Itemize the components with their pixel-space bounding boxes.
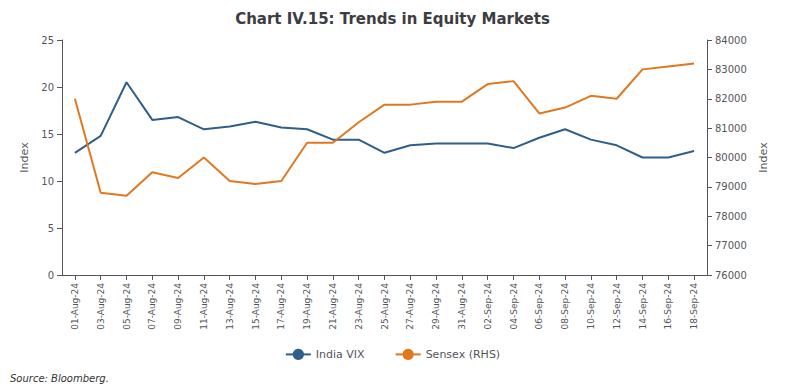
svg-text:03-Aug-24: 03-Aug-24 (96, 283, 106, 330)
svg-text:84000: 84000 (715, 35, 747, 46)
svg-text:25: 25 (41, 35, 54, 46)
svg-text:76000: 76000 (715, 270, 747, 281)
svg-text:Index: Index (757, 142, 770, 173)
svg-text:83000: 83000 (715, 64, 747, 75)
svg-text:Sensex (RHS): Sensex (RHS) (426, 348, 501, 361)
svg-text:16-Sep-24: 16-Sep-24 (663, 283, 673, 330)
svg-text:29-Aug-24: 29-Aug-24 (431, 283, 441, 330)
svg-text:11-Aug-24: 11-Aug-24 (199, 283, 209, 330)
svg-text:21-Aug-24: 21-Aug-24 (328, 283, 338, 330)
svg-text:80000: 80000 (715, 152, 747, 163)
svg-text:81000: 81000 (715, 123, 747, 134)
svg-text:08-Sep-24: 08-Sep-24 (560, 283, 570, 330)
svg-text:19-Aug-24: 19-Aug-24 (302, 283, 312, 330)
svg-text:78000: 78000 (715, 211, 747, 222)
svg-text:79000: 79000 (715, 181, 747, 192)
svg-text:02-Sep-24: 02-Sep-24 (483, 283, 493, 330)
svg-text:07-Aug-24: 07-Aug-24 (147, 283, 157, 330)
svg-text:15: 15 (41, 129, 54, 140)
svg-text:17-Aug-24: 17-Aug-24 (276, 283, 286, 330)
svg-text:06-Sep-24: 06-Sep-24 (534, 283, 544, 330)
svg-text:77000: 77000 (715, 240, 747, 251)
svg-text:10: 10 (41, 176, 54, 187)
svg-text:31-Aug-24: 31-Aug-24 (457, 283, 467, 330)
svg-text:27-Aug-24: 27-Aug-24 (405, 283, 415, 330)
svg-text:25-Aug-24: 25-Aug-24 (380, 283, 390, 330)
svg-text:09-Aug-24: 09-Aug-24 (173, 283, 183, 330)
svg-text:5: 5 (48, 223, 54, 234)
svg-text:04-Sep-24: 04-Sep-24 (509, 283, 519, 330)
svg-text:14-Sep-24: 14-Sep-24 (638, 283, 648, 330)
svg-text:18-Sep-24: 18-Sep-24 (689, 283, 699, 330)
svg-text:12-Sep-24: 12-Sep-24 (612, 283, 622, 330)
svg-text:20: 20 (41, 82, 54, 93)
svg-text:0: 0 (48, 270, 54, 281)
svg-text:Source: Bloomberg.: Source: Bloomberg. (10, 373, 109, 384)
svg-text:Chart IV.15: Trends in Equity: Chart IV.15: Trends in Equity Markets (235, 10, 550, 28)
svg-text:10-Sep-24: 10-Sep-24 (586, 283, 596, 330)
svg-text:13-Aug-24: 13-Aug-24 (225, 283, 235, 330)
svg-text:23-Aug-24: 23-Aug-24 (354, 283, 364, 330)
svg-text:15-Aug-24: 15-Aug-24 (251, 283, 261, 330)
svg-text:82000: 82000 (715, 93, 747, 104)
svg-text:01-Aug-24: 01-Aug-24 (70, 283, 80, 330)
svg-text:Index: Index (18, 142, 31, 173)
svg-text:India VIX: India VIX (316, 348, 365, 361)
svg-text:05-Aug-24: 05-Aug-24 (122, 283, 132, 330)
